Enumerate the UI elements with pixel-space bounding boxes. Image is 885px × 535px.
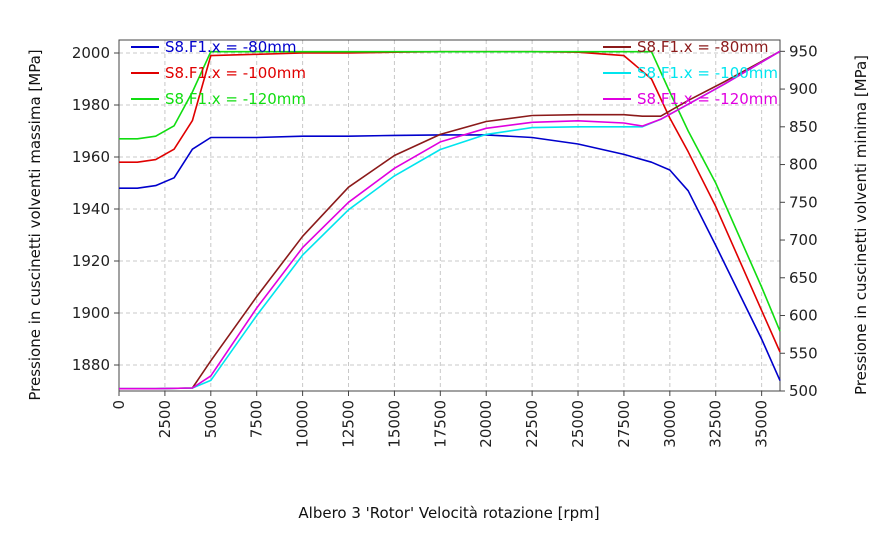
- x-axis-ticks: 0 2500 5000 7500 10000 12500 15000 17500 20000 22…: [110, 391, 771, 448]
- x-tick-label: 15000: [385, 400, 403, 448]
- legend-label: S8.F1.x = -80mm: [637, 38, 768, 56]
- y-left-tick-label: 1920: [72, 252, 110, 270]
- x-tick-label: 35000: [753, 400, 771, 448]
- y-left-tick-label: 2000: [72, 44, 110, 62]
- y-right-tick-label: 850: [789, 118, 818, 136]
- x-tick-label: 10000: [294, 400, 312, 448]
- x-tick-label: 32500: [707, 400, 725, 448]
- x-tick-label: 27500: [615, 400, 633, 448]
- series-line-right-3: [119, 50, 781, 390]
- y-right-tick-label: 500: [789, 382, 818, 400]
- y-left-tick-label: 1900: [72, 304, 110, 322]
- legend-label: S8.F1.x = -100mm: [637, 64, 778, 82]
- x-tick-label: 7500: [248, 400, 266, 438]
- x-tick-label: 17500: [431, 400, 449, 448]
- y-right-tick-label: 550: [789, 344, 818, 362]
- y-right-tick-label: 750: [789, 193, 818, 211]
- x-tick-label: 2500: [156, 400, 174, 438]
- y-right-tick-label: 950: [789, 42, 818, 60]
- x-tick-label: 30000: [661, 400, 679, 448]
- legend-label: S8.F1.x = -120mm: [637, 90, 778, 108]
- series-line-left-2: [119, 50, 781, 332]
- series-line-left-0: [119, 134, 781, 381]
- series-lines: [119, 50, 781, 390]
- y-left-tick-label: 1960: [72, 148, 110, 166]
- plot-frame: [118, 39, 781, 392]
- y-right-axis-ticks: 500 550 600 650 700 750 800 850 900 950: [780, 42, 818, 400]
- y-left-tick-label: 1940: [72, 200, 110, 218]
- legend-label: S8.F1.x = -80mm: [165, 38, 296, 56]
- y-right-axis-title: Pressione in cuscinetti volventi minima …: [852, 55, 870, 395]
- x-tick-label: 0: [110, 400, 128, 410]
- legend-label: S8.F1.x = -100mm: [165, 64, 306, 82]
- x-axis-title: Albero 3 'Rotor' Velocità rotazione [rpm…: [298, 504, 599, 522]
- x-tick-label: 12500: [340, 400, 358, 448]
- series-line-right-5: [119, 50, 781, 390]
- y-left-tick-label: 1980: [72, 96, 110, 114]
- y-right-tick-label: 650: [789, 269, 818, 287]
- y-right-tick-label: 800: [789, 156, 818, 174]
- x-tick-label: 25000: [569, 400, 587, 448]
- legend-right: S8.F1.x = -80mm S8.F1.x = -100mm S8.F1.x =…: [603, 38, 778, 108]
- y-right-tick-label: 600: [789, 307, 818, 325]
- legend-label: S8.F1.x = -120mm: [165, 90, 306, 108]
- y-left-axis-ticks: 1880 1900 1920 1940 1960 1980 2000: [72, 44, 119, 374]
- y-left-tick-label: 1880: [72, 356, 110, 374]
- x-tick-label: 5000: [202, 400, 220, 438]
- y-left-axis-title: Pressione in cuscinetti volventi massima…: [26, 49, 44, 400]
- x-tick-label: 22500: [523, 400, 541, 448]
- y-right-tick-label: 900: [789, 80, 818, 98]
- legend-left: S8.F1.x = -80mm S8.F1.x = -100mm S8.F1.x =…: [131, 38, 306, 108]
- y-right-tick-label: 700: [789, 231, 818, 249]
- grid-lines: [119, 40, 780, 391]
- x-tick-label: 20000: [477, 400, 495, 448]
